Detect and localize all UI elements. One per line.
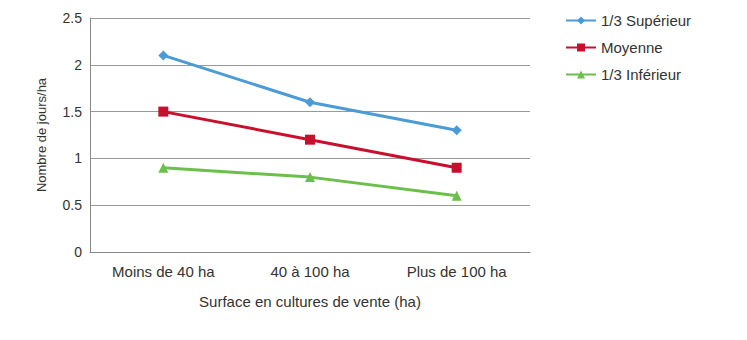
svg-text:2.5: 2.5: [63, 10, 83, 26]
svg-text:1: 1: [74, 150, 82, 166]
svg-text:40 à 100 ha: 40 à 100 ha: [270, 263, 350, 280]
svg-text:2: 2: [74, 57, 82, 73]
svg-text:1/3 Inférieur: 1/3 Inférieur: [601, 66, 681, 83]
svg-text:1.5: 1.5: [63, 104, 83, 120]
svg-text:Moins de 40 ha: Moins de 40 ha: [112, 263, 215, 280]
svg-text:Surface en cultures de vente (: Surface en cultures de vente (ha): [199, 293, 421, 310]
svg-text:0.5: 0.5: [63, 197, 83, 213]
svg-text:Nombre de jours/ha: Nombre de jours/ha: [34, 77, 49, 192]
svg-text:0: 0: [74, 244, 82, 260]
svg-text:1/3 Supérieur: 1/3 Supérieur: [601, 12, 691, 29]
svg-text:Moyenne: Moyenne: [601, 39, 663, 56]
svg-text:Plus de 100 ha: Plus de 100 ha: [407, 263, 508, 280]
